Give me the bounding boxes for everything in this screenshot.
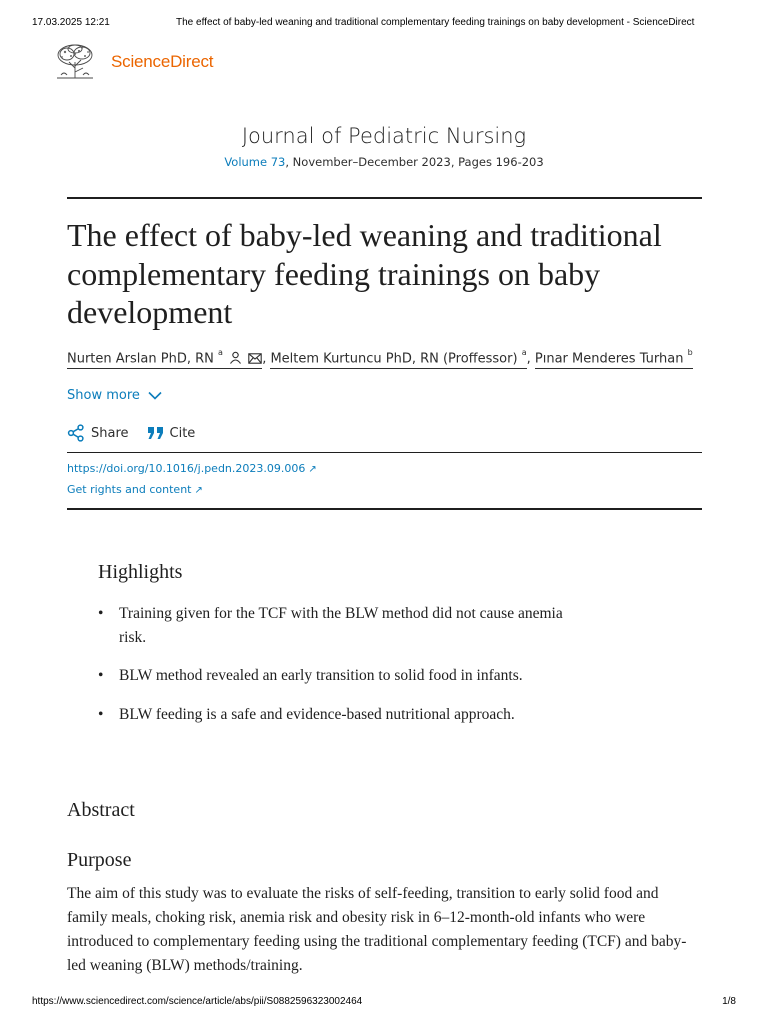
elsevier-tree-icon: [53, 42, 97, 80]
print-url: https://www.sciencedirect.com/science/ar…: [32, 996, 363, 1007]
highlights-section: Highlights Training given for the TCF wi…: [98, 561, 618, 741]
print-date: 17.03.2025 12:21: [32, 17, 110, 28]
journal-meta: Volume 73, November–December 2023, Pages…: [0, 155, 768, 169]
author-list: Nurten Arslan PhD, RN a , Meltem Kurtunc…: [67, 348, 717, 372]
purpose-text: The aim of this study was to evaluate th…: [67, 885, 687, 974]
author-3[interactable]: Pınar Menderes Turhan b: [534, 348, 693, 370]
share-label: Share: [91, 425, 129, 441]
article-actions: Share Cite: [67, 424, 195, 442]
chevron-down-icon: [148, 391, 162, 400]
top-divider: [67, 197, 702, 199]
author-2[interactable]: Meltem Kurtuncu PhD, RN (Proffessor) a: [270, 348, 527, 370]
print-page-title: The effect of baby-led weaning and tradi…: [176, 17, 695, 28]
highlight-item: BLW method revealed an early transition …: [98, 664, 589, 688]
person-icon: [230, 352, 241, 365]
author-separator: ,: [526, 351, 531, 367]
actions-divider: [67, 452, 702, 453]
links-divider: [67, 508, 702, 510]
author-affiliation: b: [687, 348, 693, 357]
issue-details: , November–December 2023, Pages 196-203: [285, 155, 544, 169]
sciencedirect-logo[interactable]: ScienceDirect: [53, 42, 233, 80]
print-header: 17.03.2025 12:21 The effect of baby-led …: [0, 14, 768, 30]
highlights-list: Training given for the TCF with the BLW …: [98, 602, 618, 726]
volume-link[interactable]: Volume 73: [224, 155, 286, 169]
print-page-number: 1/8: [722, 996, 736, 1007]
show-more-button[interactable]: Show more: [67, 388, 162, 403]
share-icon: [67, 424, 84, 442]
highlights-heading: Highlights: [98, 561, 183, 583]
external-link-icon: ↗: [194, 485, 203, 496]
author-1[interactable]: Nurten Arslan PhD, RN a: [67, 348, 263, 370]
author-name: Pınar Menderes Turhan: [534, 351, 684, 367]
cite-button[interactable]: Cite: [147, 424, 196, 442]
rights-link[interactable]: Get rights and content ↗: [67, 483, 317, 504]
email-icon: [248, 353, 262, 365]
author-name: Nurten Arslan PhD, RN: [67, 351, 214, 367]
show-more-label: Show more: [67, 388, 140, 403]
article-title: The effect of baby-led weaning and tradi…: [67, 217, 662, 330]
article-links: https://doi.org/10.1016/j.pedn.2023.09.0…: [67, 462, 317, 504]
cite-label: Cite: [169, 425, 196, 441]
abstract-heading: Abstract: [67, 799, 135, 821]
author-affiliation: a: [521, 348, 527, 357]
journal-title[interactable]: Journal of Pediatric Nursing: [241, 124, 527, 148]
share-button[interactable]: Share: [67, 424, 129, 442]
highlight-item: BLW feeding is a safe and evidence-based…: [98, 703, 589, 727]
author-name: Meltem Kurtuncu PhD, RN (Proffessor): [270, 351, 518, 367]
quote-icon: [147, 427, 163, 439]
rights-text: Get rights and content: [67, 483, 192, 496]
brand-name: ScienceDirect: [111, 52, 214, 71]
doi-text: https://doi.org/10.1016/j.pedn.2023.09.0…: [67, 462, 306, 475]
author-affiliation: a: [218, 348, 223, 357]
highlight-item: Training given for the TCF with the BLW …: [98, 602, 589, 649]
author-separator: ,: [262, 351, 267, 367]
purpose-heading: Purpose: [67, 849, 132, 871]
external-link-icon: ↗: [308, 464, 317, 475]
print-footer: https://www.sciencedirect.com/science/ar…: [0, 994, 768, 1010]
doi-link[interactable]: https://doi.org/10.1016/j.pedn.2023.09.0…: [67, 462, 317, 483]
